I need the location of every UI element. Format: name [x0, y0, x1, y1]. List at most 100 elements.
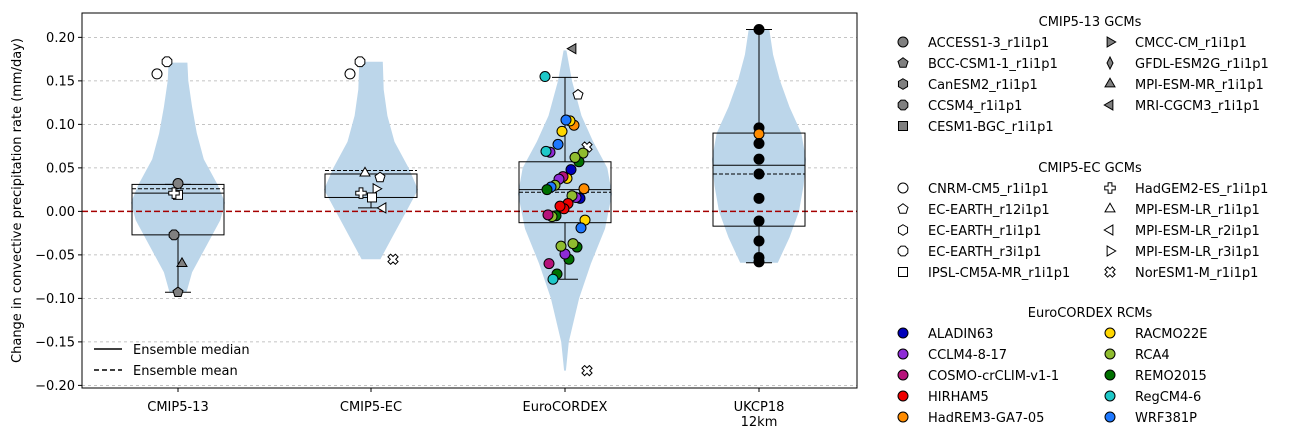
data-point	[387, 253, 399, 265]
data-point-shape	[359, 166, 371, 177]
legend-marker-label: WRF381P	[1135, 411, 1197, 426]
data-point-shape	[376, 202, 387, 214]
legend-marker-shape	[897, 327, 909, 339]
data-point	[753, 138, 765, 150]
data-point	[161, 56, 173, 68]
data-point	[541, 184, 553, 196]
legend-marker-label: GFDL-ESM2G_r1i1p1	[1135, 57, 1269, 72]
y-axis-label: Change in convective precipitation rate …	[10, 38, 25, 363]
data-point-shape	[176, 256, 188, 267]
data-point-shape	[374, 171, 386, 183]
legend-marker-shape	[897, 348, 909, 360]
data-point-shape	[572, 88, 584, 100]
data-point-shape	[540, 145, 552, 157]
data-point	[367, 192, 377, 203]
data-point-shape	[575, 222, 587, 234]
legend-marker	[1106, 245, 1117, 257]
data-point	[151, 68, 163, 80]
legend-marker-shape	[897, 224, 909, 236]
violin-1	[324, 61, 418, 260]
model-points	[151, 24, 765, 377]
data-point-shape	[753, 24, 765, 36]
data-point	[168, 229, 180, 241]
legend-marker-label: NorESM1-M_r1i1p1	[1135, 266, 1258, 281]
legend-marker-label: CESM1-BGC_r1i1p1	[928, 120, 1054, 135]
plot-frame	[81, 12, 858, 389]
data-point-shape	[753, 192, 765, 204]
legend-marker-shape	[1106, 55, 1114, 71]
data-point	[555, 240, 567, 252]
legend-line-label: Ensemble mean	[133, 364, 238, 379]
data-point-shape	[161, 56, 173, 68]
data-point-shape	[569, 151, 581, 163]
legend-marker-shape	[898, 267, 908, 277]
legend-marker-label: CCSM4_r1i1p1	[928, 99, 1022, 114]
legend-marker-label: MPI-ESM-MR_r1i1p1	[1135, 78, 1264, 93]
line-legend: Ensemble median Ensemble mean	[94, 343, 250, 379]
data-point-shape	[753, 256, 765, 268]
legend-marker-shape	[897, 99, 909, 111]
legend-marker-label: BCC-CSM1-1_r1i1p1	[928, 57, 1058, 72]
data-point	[554, 200, 566, 212]
y-tick-label: 0.10	[46, 118, 75, 133]
data-point	[344, 68, 356, 80]
legend-marker-shape	[898, 121, 908, 131]
data-point-shape	[581, 364, 593, 377]
legend-marker-label: IPSL-CM5A-MR_r1i1p1	[928, 266, 1070, 281]
data-point-shape	[172, 286, 184, 298]
data-point	[578, 183, 590, 195]
legend-marker	[898, 121, 908, 131]
legend-marker	[897, 57, 909, 68]
data-point	[581, 364, 593, 377]
y-tick-label: −0.05	[35, 248, 75, 263]
legend-marker-label: CMCC-CM_r1i1p1	[1135, 36, 1247, 51]
data-point-shape	[555, 240, 567, 252]
x-tick-label: UKCP18	[734, 400, 785, 415]
legend-marker	[1104, 411, 1116, 423]
legend-marker-shape	[897, 245, 909, 257]
y-tick-label: 0.00	[46, 205, 75, 220]
data-point-shape	[753, 128, 765, 140]
legend-marker	[897, 224, 909, 236]
legend-marker-label: HadREM3-GA7-05	[928, 411, 1044, 426]
legend-marker-label: MPI-ESM-LR_r2i1p1	[1135, 224, 1260, 239]
data-point	[359, 166, 371, 177]
legend-marker	[1104, 77, 1116, 88]
legend-marker-shape	[1106, 245, 1117, 257]
legend-marker	[1104, 182, 1116, 194]
data-point	[560, 114, 572, 126]
data-point	[753, 215, 765, 227]
legend-marker-label: RCA4	[1135, 348, 1170, 363]
legend-marker	[1103, 99, 1114, 111]
legend-marker	[1106, 55, 1114, 71]
data-point	[753, 256, 765, 268]
legend-marker-label: CanESM2_r1i1p1	[928, 78, 1038, 93]
legend-marker-shape	[1104, 369, 1116, 381]
data-point	[547, 273, 559, 285]
legend-marker	[897, 99, 909, 111]
data-point-shape	[543, 258, 555, 270]
data-point	[753, 235, 765, 247]
x-tick-label: CMIP5-13	[147, 400, 208, 415]
legend-marker-shape	[897, 369, 909, 381]
data-point-shape	[556, 125, 568, 137]
legend-marker-label: MPI-ESM-LR_r3i1p1	[1135, 245, 1260, 260]
legend-marker-shape	[1104, 327, 1116, 339]
legend-marker	[897, 369, 909, 381]
x-tick-label: 12km	[741, 415, 778, 430]
legend-section-title: CMIP5-13 GCMs	[1039, 15, 1142, 30]
legend-marker	[897, 36, 909, 48]
legend-marker-shape	[1103, 99, 1114, 111]
legend-marker-label: RACMO22E	[1135, 327, 1207, 342]
data-point-shape	[552, 138, 564, 150]
legend-marker-shape	[1104, 411, 1116, 423]
legend-marker	[897, 78, 909, 90]
legend-marker	[1104, 202, 1116, 213]
legend-marker	[897, 327, 909, 339]
legend-marker-label: REMO2015	[1135, 369, 1207, 384]
legend-marker-shape	[1104, 182, 1116, 194]
data-point	[753, 153, 765, 165]
legend-marker-shape	[897, 78, 909, 90]
data-point-shape	[542, 209, 554, 221]
